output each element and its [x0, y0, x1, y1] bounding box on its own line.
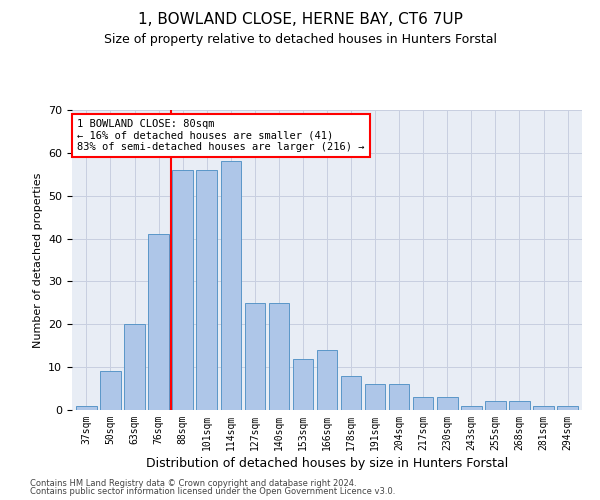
Bar: [221, 162, 241, 410]
Bar: [461, 406, 482, 410]
Bar: [437, 397, 458, 410]
Bar: [76, 406, 97, 410]
Y-axis label: Number of detached properties: Number of detached properties: [32, 172, 43, 348]
Bar: [245, 303, 265, 410]
Bar: [389, 384, 409, 410]
Bar: [557, 406, 578, 410]
Text: Size of property relative to detached houses in Hunters Forstal: Size of property relative to detached ho…: [104, 32, 497, 46]
Bar: [509, 402, 530, 410]
Text: 1 BOWLAND CLOSE: 80sqm
← 16% of detached houses are smaller (41)
83% of semi-det: 1 BOWLAND CLOSE: 80sqm ← 16% of detached…: [77, 119, 365, 152]
Bar: [269, 303, 289, 410]
Text: Contains public sector information licensed under the Open Government Licence v3: Contains public sector information licen…: [30, 487, 395, 496]
Text: 1, BOWLAND CLOSE, HERNE BAY, CT6 7UP: 1, BOWLAND CLOSE, HERNE BAY, CT6 7UP: [137, 12, 463, 28]
Bar: [172, 170, 193, 410]
Text: Contains HM Land Registry data © Crown copyright and database right 2024.: Contains HM Land Registry data © Crown c…: [30, 478, 356, 488]
Bar: [148, 234, 169, 410]
Bar: [485, 402, 506, 410]
Bar: [365, 384, 385, 410]
Bar: [100, 372, 121, 410]
X-axis label: Distribution of detached houses by size in Hunters Forstal: Distribution of detached houses by size …: [146, 457, 508, 470]
Bar: [533, 406, 554, 410]
Bar: [317, 350, 337, 410]
Bar: [341, 376, 361, 410]
Bar: [413, 397, 433, 410]
Bar: [124, 324, 145, 410]
Bar: [293, 358, 313, 410]
Bar: [196, 170, 217, 410]
